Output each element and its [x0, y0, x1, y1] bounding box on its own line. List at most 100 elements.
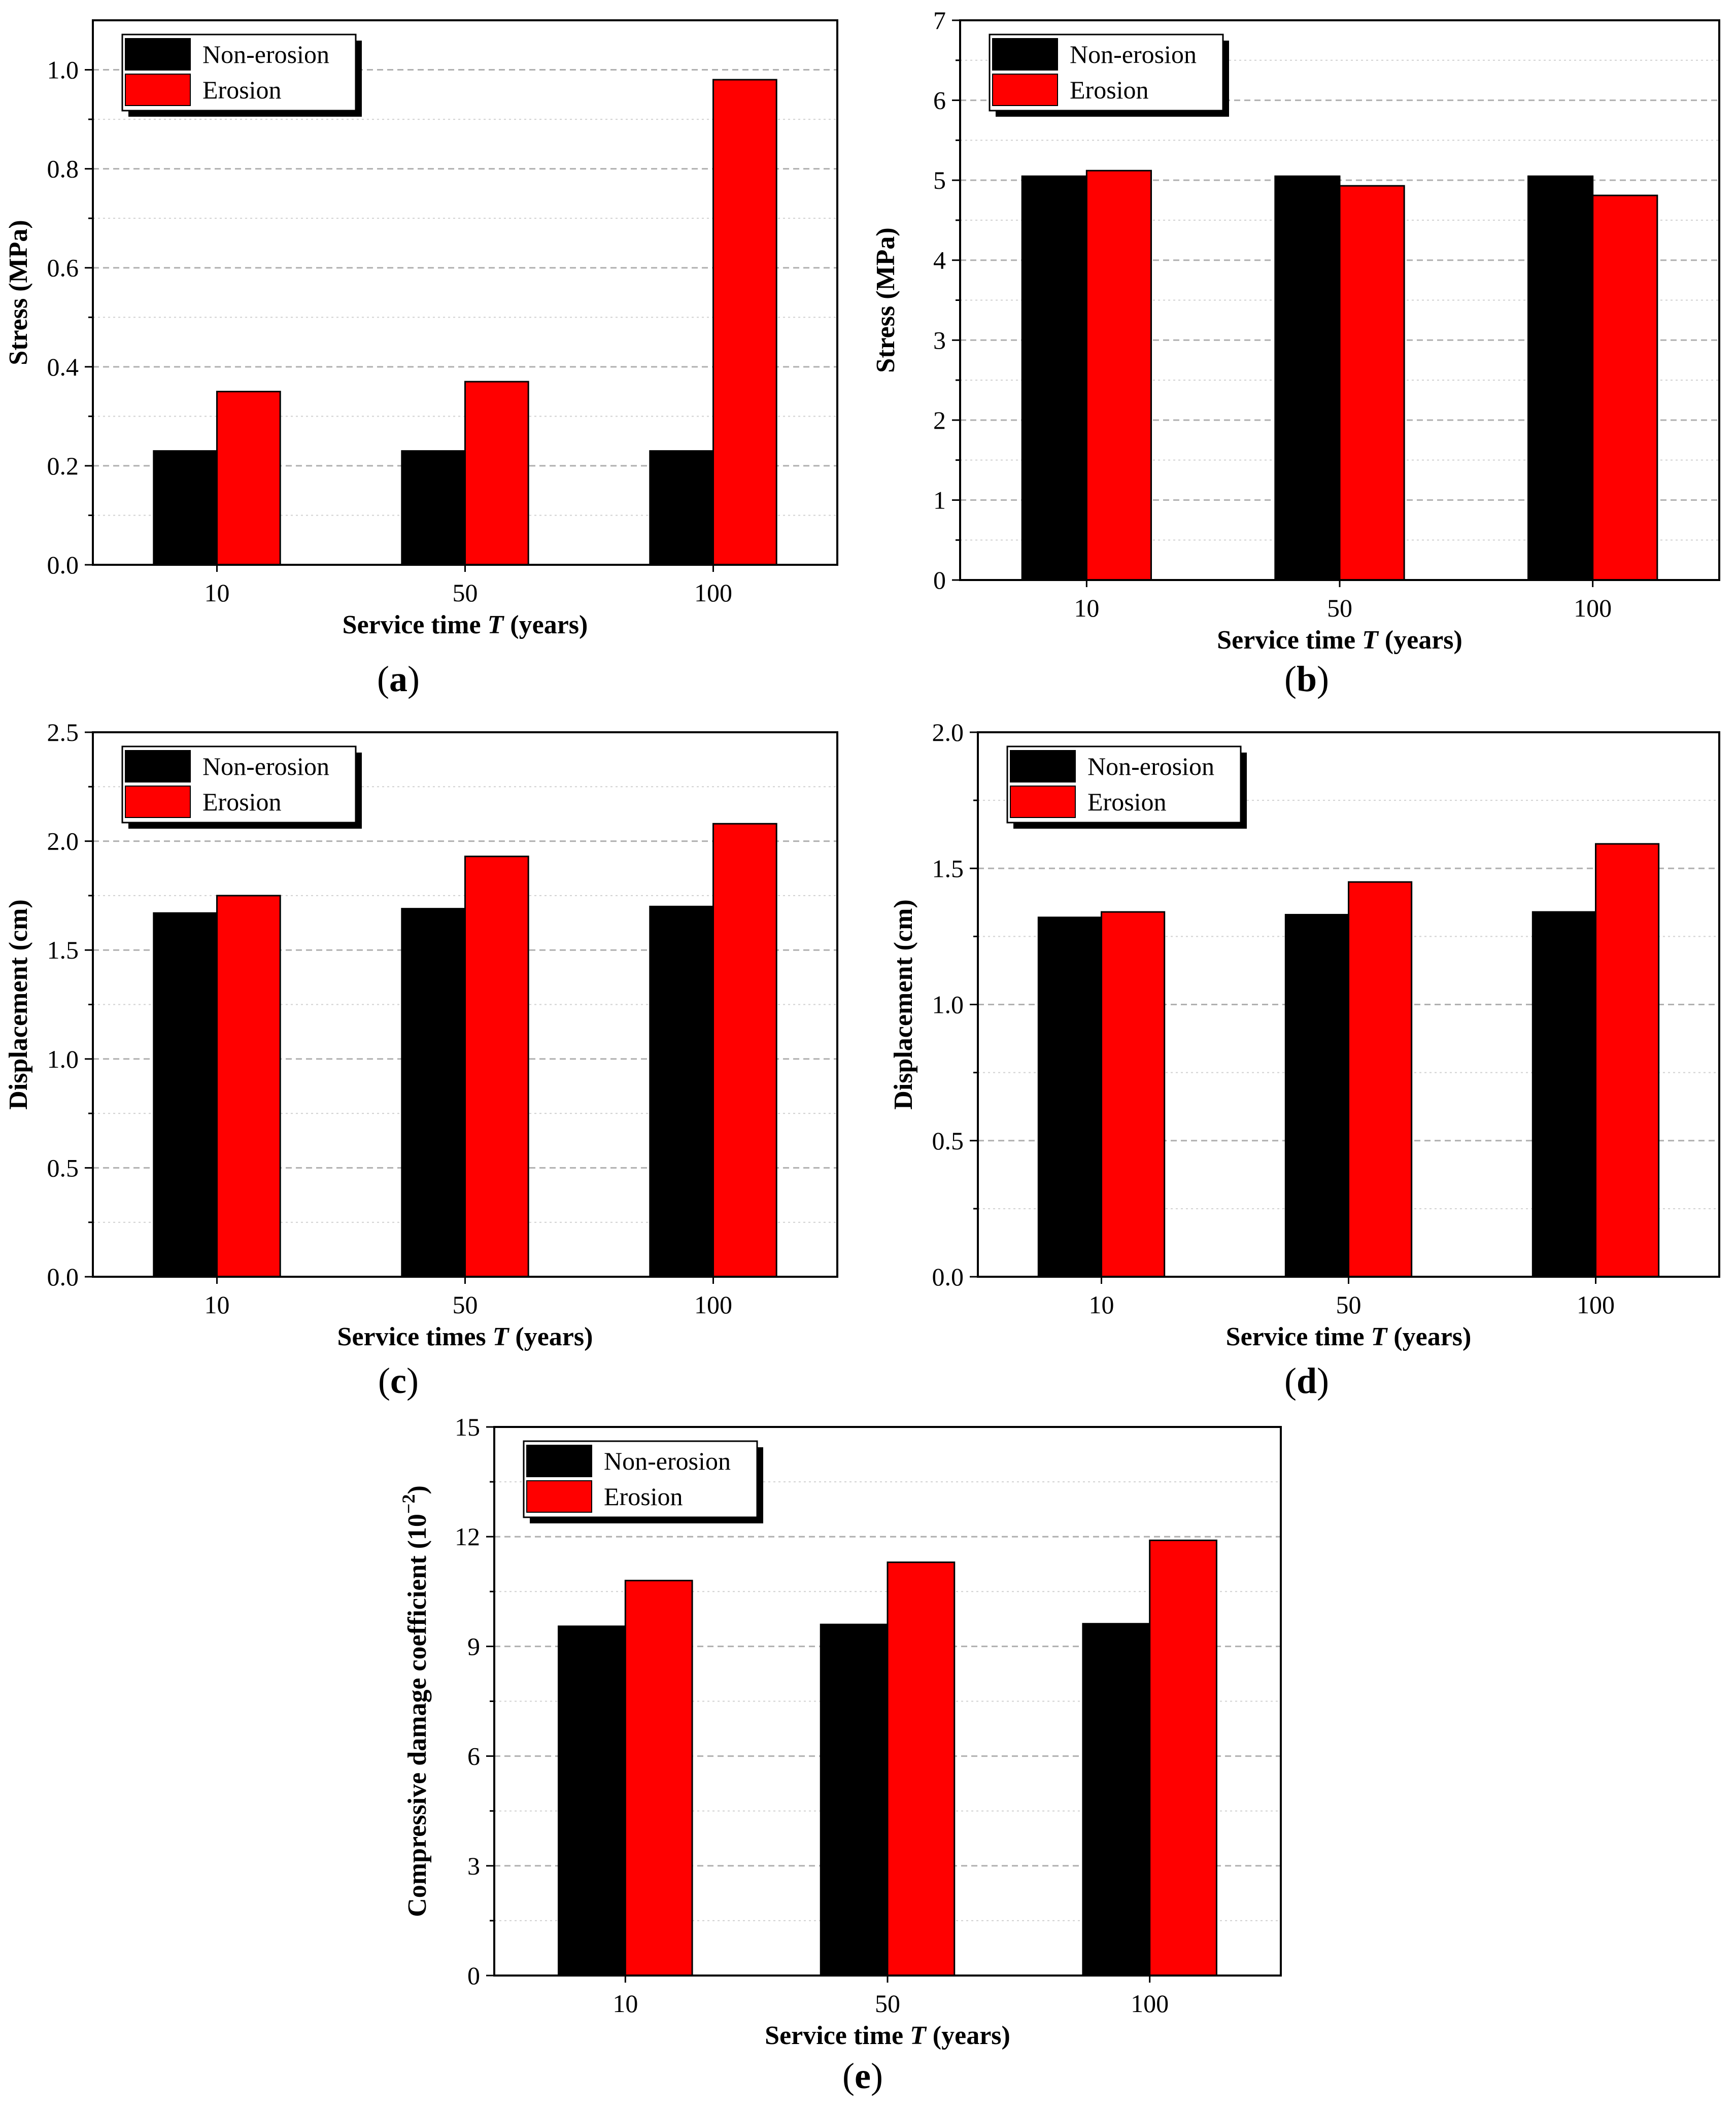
- y-tick-label: 1: [933, 486, 946, 514]
- x-axis-title-unit: (years): [926, 2021, 1010, 2050]
- caption-open: (: [1284, 1360, 1297, 1401]
- legend-label-non-erosion: Non-erosion: [202, 40, 329, 69]
- legend-label-non-erosion: Non-erosion: [1087, 752, 1214, 780]
- y-tick-label: 1.5: [47, 936, 79, 964]
- y-tick-label: 0: [467, 1961, 480, 1990]
- caption-letter: b: [1297, 659, 1317, 699]
- bar-erosion-100: [1592, 194, 1658, 581]
- y-tick-label: 12: [455, 1522, 480, 1551]
- y-tick-label: 7: [933, 6, 946, 35]
- y-tick-label: 0.2: [47, 452, 79, 480]
- chart-panel-d: 10 50 100 0.0 0.5 1.0 1.5 2.0 Service time T (ye…: [889, 718, 1720, 1401]
- caption-close: ): [406, 1360, 419, 1401]
- y-tick-label: 0.6: [47, 254, 79, 282]
- x-axis-title-text: Service time: [765, 2021, 910, 2050]
- x-tick-label: 100: [1577, 1290, 1615, 1319]
- y-axis-title: Displacement (cm): [889, 899, 918, 1109]
- legend-swatch-erosion: [125, 74, 191, 106]
- y-axis-title-text: Compressive damage coefficient (10: [403, 1514, 432, 1917]
- chart-panel-c: 10 50 100 0.0 0.5 1.0 1.5 2.0 2.5 Service times T…: [4, 718, 838, 1401]
- y-tick-label: 2.0: [47, 827, 79, 856]
- legend-label-erosion: Erosion: [202, 76, 282, 104]
- y-axis-title-end: ): [403, 1485, 432, 1494]
- legend-swatch-non-erosion: [1010, 750, 1076, 782]
- bar-erosion-10: [216, 895, 281, 1278]
- legend-swatch-non-erosion: [526, 1445, 592, 1477]
- caption-letter: a: [389, 659, 407, 699]
- bar-non-erosion-100: [1082, 1623, 1151, 1977]
- x-axis-title-text: Service time: [1226, 1322, 1371, 1351]
- x-axis-title-unit: (years): [1387, 1322, 1471, 1351]
- bar-erosion-10: [1101, 911, 1166, 1278]
- y-tick-label: 5: [933, 166, 946, 194]
- y-tick-label: 9: [467, 1632, 480, 1660]
- bar-erosion-10: [1085, 169, 1152, 581]
- bar-non-erosion-10: [1037, 916, 1102, 1278]
- x-axis-title: Service times T (years): [337, 1322, 593, 1351]
- bar-erosion-10: [216, 391, 281, 566]
- panel-caption: (c): [378, 1360, 419, 1401]
- caption-letter: e: [855, 2056, 871, 2096]
- chart-panel-a: 10 50 100 0.0 0.2 0.4 0.6 0.8 1.0 Service time T …: [4, 19, 838, 699]
- legend-label-erosion: Erosion: [1087, 788, 1167, 816]
- y-tick-label: 4: [933, 246, 946, 275]
- x-axis-title-var: T: [1371, 1322, 1388, 1351]
- bar-non-erosion-50: [401, 450, 466, 566]
- legend-swatch-non-erosion: [992, 38, 1058, 71]
- legend-label-erosion: Erosion: [202, 788, 282, 816]
- bar-non-erosion-100: [649, 450, 714, 566]
- caption-open: (: [1284, 659, 1297, 699]
- y-tick-label: 0: [933, 566, 946, 594]
- bar-non-erosion-50: [1274, 175, 1341, 581]
- x-axis-title: Service time T (years): [1217, 626, 1462, 655]
- x-tick-label: 50: [875, 1989, 900, 2018]
- x-axis-title-var: T: [1362, 626, 1379, 655]
- plot-frame: [92, 19, 838, 566]
- x-axis-title: Service time T (years): [765, 2021, 1010, 2050]
- y-tick-label: 15: [455, 1413, 480, 1441]
- legend-swatch-non-erosion: [125, 750, 191, 782]
- y-tick-label: 0.0: [47, 551, 79, 579]
- legend-label-erosion: Erosion: [604, 1482, 683, 1511]
- bar-non-erosion-50: [1284, 913, 1349, 1278]
- legend-swatch-non-erosion: [125, 38, 191, 71]
- legend-swatch-erosion: [125, 786, 191, 818]
- chart-panel-b: 10 50 100 0 1 2 3 4 5 6 7 Service time T (years) Str…: [871, 6, 1720, 699]
- x-tick-label: 100: [1574, 594, 1612, 622]
- caption-close: ): [1317, 659, 1329, 699]
- bar-non-erosion-100: [1527, 175, 1594, 581]
- y-tick-label: 0.4: [47, 353, 79, 381]
- legend-label-erosion: Erosion: [1070, 76, 1149, 104]
- y-axis-title: Compressive damage coefficient (10−2): [398, 1485, 432, 1917]
- caption-close: ): [871, 2056, 883, 2096]
- bar-erosion-10: [624, 1580, 693, 1977]
- x-axis-title-text: Service time: [1217, 626, 1362, 655]
- bar-erosion-100: [1595, 843, 1660, 1278]
- legend-label-non-erosion: Non-erosion: [1070, 40, 1197, 69]
- x-tick-label: 100: [694, 1290, 732, 1319]
- y-tick-label: 2: [933, 406, 946, 434]
- x-axis-title: Service time T (years): [343, 610, 588, 639]
- bar-erosion-100: [1149, 1539, 1217, 1977]
- bar-non-erosion-100: [1531, 911, 1596, 1278]
- x-axis-title-unit: (years): [1378, 626, 1462, 655]
- x-axis-title-unit: (years): [508, 1322, 593, 1351]
- chart-panel-e: 10 50 100 0 3 6 9 12 15 Service time T (years) Com…: [398, 1413, 1282, 2096]
- bar-non-erosion-50: [820, 1623, 889, 1977]
- y-axis-title: Displacement (cm): [4, 899, 33, 1109]
- bar-non-erosion-10: [153, 912, 218, 1278]
- y-tick-label: 6: [933, 86, 946, 115]
- y-tick-label: 2.5: [47, 718, 79, 746]
- legend-swatch-erosion: [1010, 786, 1076, 818]
- panel-caption: (a): [377, 659, 420, 699]
- y-tick-label: 2.0: [932, 718, 964, 746]
- y-axis-title-sup: −2: [398, 1494, 419, 1514]
- bar-erosion-50: [464, 381, 529, 566]
- panel-caption: (b): [1284, 659, 1329, 699]
- x-axis-title-unit: (years): [503, 610, 588, 639]
- x-tick-label: 50: [1327, 594, 1352, 622]
- x-tick-label: 10: [1089, 1290, 1114, 1319]
- x-tick-label: 50: [453, 1290, 478, 1319]
- caption-open: (: [377, 659, 389, 699]
- y-axis-title: Stress (MPa): [871, 227, 900, 372]
